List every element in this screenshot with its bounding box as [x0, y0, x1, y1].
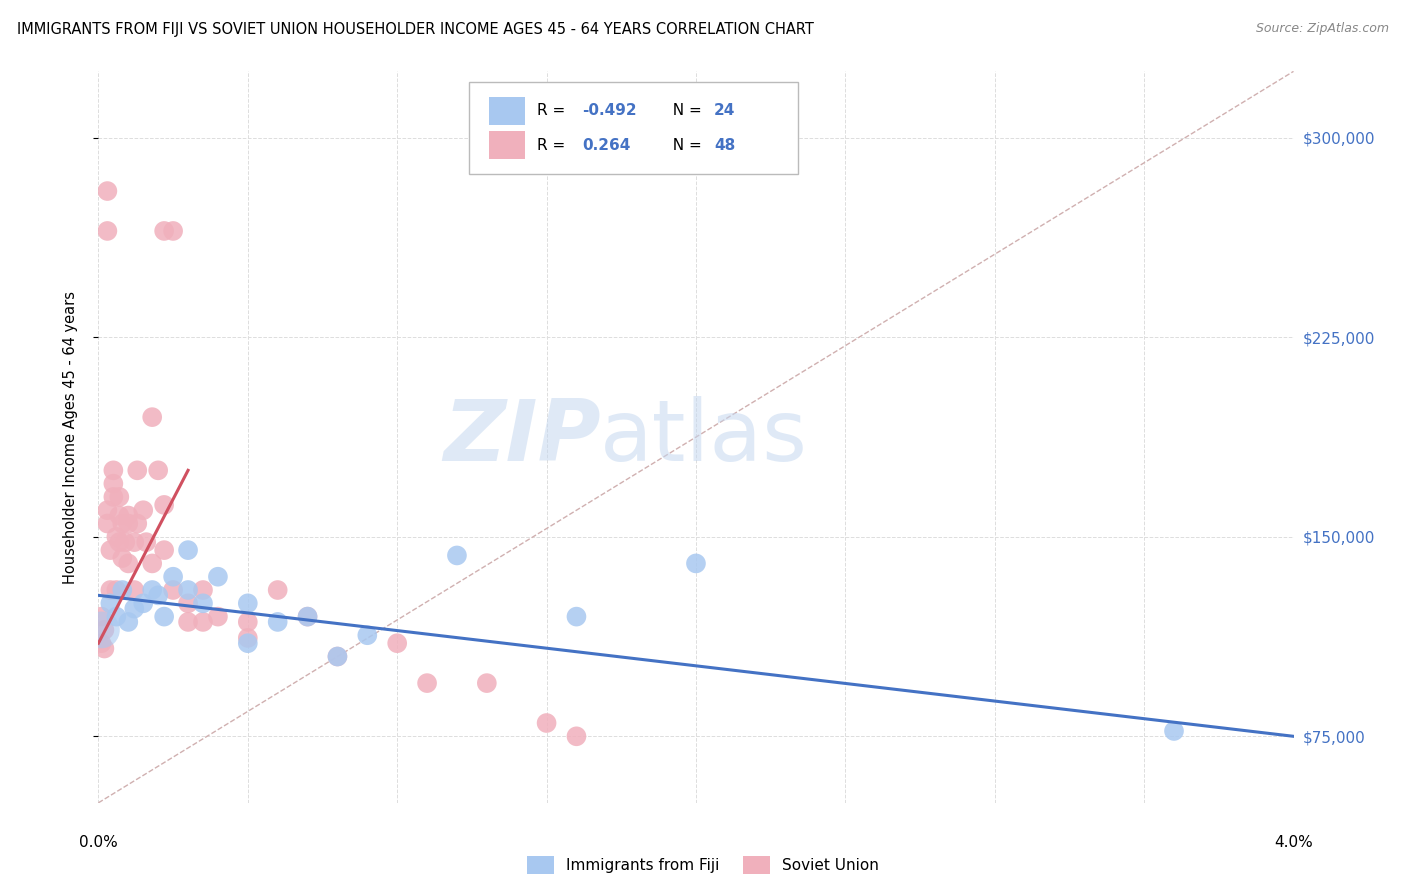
Point	[124, 601, 146, 615]
Point	[98, 582, 122, 597]
Point	[267, 582, 290, 597]
Text: 0.0%: 0.0%	[79, 835, 118, 850]
Text: IMMIGRANTS FROM FIJI VS SOVIET UNION HOUSEHOLDER INCOME AGES 45 - 64 YEARS CORRE: IMMIGRANTS FROM FIJI VS SOVIET UNION HOU…	[17, 22, 814, 37]
Point	[111, 551, 134, 566]
Point	[475, 676, 498, 690]
Point	[236, 636, 259, 650]
Point	[103, 463, 125, 477]
Point	[297, 609, 319, 624]
Point	[326, 649, 349, 664]
Point	[148, 588, 170, 602]
Point	[153, 224, 176, 238]
Point	[98, 596, 122, 610]
Text: R =: R =	[537, 137, 575, 153]
Point	[90, 623, 112, 637]
Text: 4.0%: 4.0%	[1274, 835, 1313, 850]
Point	[111, 582, 134, 597]
Text: N =: N =	[662, 137, 706, 153]
Point	[124, 582, 146, 597]
Point	[132, 596, 155, 610]
Point	[96, 516, 118, 531]
Point	[93, 623, 115, 637]
Point	[127, 463, 149, 477]
Text: 0.264: 0.264	[582, 137, 631, 153]
Point	[207, 570, 229, 584]
Point	[148, 463, 170, 477]
Point	[96, 224, 118, 238]
Point	[267, 615, 290, 629]
Point	[132, 503, 155, 517]
Point	[105, 582, 128, 597]
Point	[124, 535, 146, 549]
Point	[96, 184, 118, 198]
Point	[326, 649, 349, 664]
Point	[162, 570, 184, 584]
Point	[356, 628, 378, 642]
Bar	[489, 97, 524, 125]
Point	[117, 508, 139, 523]
Y-axis label: Householder Income Ages 45 - 64 years: Householder Income Ages 45 - 64 years	[63, 291, 77, 583]
Text: R =: R =	[537, 103, 571, 119]
Point	[162, 224, 184, 238]
Point	[177, 543, 200, 558]
Text: 48: 48	[714, 137, 735, 153]
Point	[236, 596, 259, 610]
Point	[96, 503, 118, 517]
Point	[153, 609, 176, 624]
Point	[446, 549, 468, 563]
Point	[103, 476, 125, 491]
Point	[117, 557, 139, 571]
Point	[135, 535, 157, 549]
Bar	[489, 131, 524, 159]
Point	[153, 498, 176, 512]
Point	[117, 615, 139, 629]
Point	[90, 636, 112, 650]
Point	[141, 410, 163, 425]
Point	[90, 609, 112, 624]
Point	[153, 543, 176, 558]
Point	[105, 530, 128, 544]
Point	[108, 508, 131, 523]
Point	[177, 582, 200, 597]
Point	[191, 615, 214, 629]
Point	[236, 631, 259, 645]
Legend: Immigrants from Fiji, Soviet Union: Immigrants from Fiji, Soviet Union	[520, 850, 886, 880]
FancyBboxPatch shape	[470, 82, 797, 174]
Point	[385, 636, 409, 650]
Point	[177, 596, 200, 610]
Point	[105, 609, 128, 624]
Point	[98, 543, 122, 558]
Point	[103, 490, 125, 504]
Point	[191, 596, 214, 610]
Point	[162, 582, 184, 597]
Text: ZIP: ZIP	[443, 395, 600, 479]
Point	[1163, 723, 1185, 738]
Text: -0.492: -0.492	[582, 103, 637, 119]
Point	[207, 609, 229, 624]
Point	[685, 557, 707, 571]
Point	[108, 535, 131, 549]
Point	[297, 609, 319, 624]
Text: Source: ZipAtlas.com: Source: ZipAtlas.com	[1256, 22, 1389, 36]
Point	[127, 516, 149, 531]
Point	[141, 582, 163, 597]
Point	[141, 557, 163, 571]
Point	[191, 582, 214, 597]
Text: atlas: atlas	[600, 395, 808, 479]
Point	[111, 516, 134, 531]
Point	[177, 615, 200, 629]
Text: N =: N =	[662, 103, 706, 119]
Point	[565, 729, 588, 743]
Text: 24: 24	[714, 103, 735, 119]
Point	[114, 535, 136, 549]
Point	[117, 516, 139, 531]
Point	[93, 641, 115, 656]
Point	[536, 716, 558, 731]
Point	[108, 490, 131, 504]
Point	[416, 676, 439, 690]
Point	[236, 615, 259, 629]
Point	[565, 609, 588, 624]
